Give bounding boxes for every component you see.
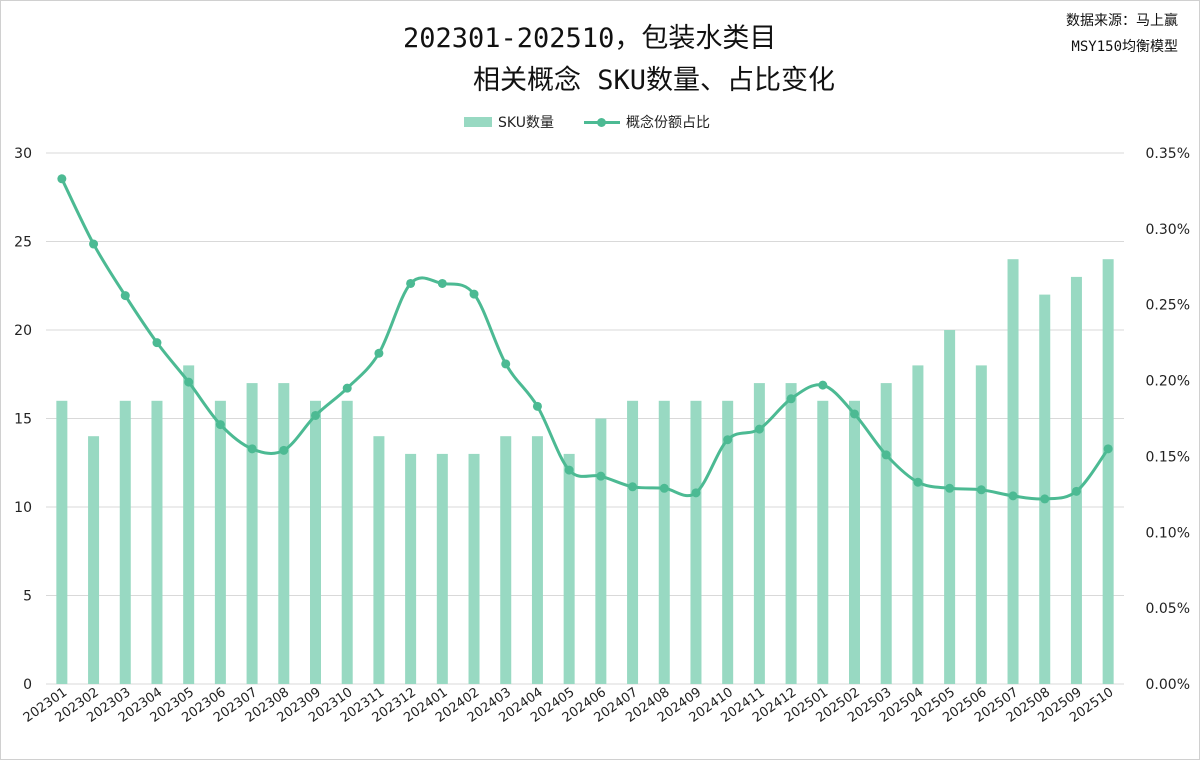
bar	[1039, 294, 1051, 684]
bar	[468, 453, 480, 684]
line-point	[628, 482, 638, 492]
line-point	[945, 483, 955, 493]
bar	[1102, 259, 1114, 684]
line-point	[89, 239, 99, 249]
line-point	[1071, 486, 1081, 496]
y-right-tick-label: 0.25%	[1146, 298, 1190, 314]
line-point	[532, 401, 542, 411]
bar	[595, 418, 607, 684]
bar	[405, 453, 417, 684]
data-source-label: 数据来源：马上赢	[1066, 13, 1178, 29]
bar	[436, 453, 448, 684]
bar	[183, 365, 195, 684]
bar	[1070, 276, 1082, 684]
bar	[849, 400, 860, 684]
y-left-tick-label: 30	[14, 146, 32, 162]
bar	[500, 436, 512, 684]
bar	[563, 453, 575, 684]
bar	[1007, 259, 1019, 684]
bar	[341, 400, 353, 684]
bar	[912, 365, 924, 684]
bar	[944, 330, 956, 684]
chart-title-line1: 202301-202510，包装水类目	[403, 23, 777, 54]
line-point	[215, 420, 225, 430]
y-right-tick-label: 0.10%	[1146, 525, 1190, 541]
line-point	[437, 278, 447, 288]
y-left-tick-label: 0	[23, 677, 32, 693]
bar	[817, 400, 829, 684]
line-point	[120, 291, 130, 301]
line-point	[881, 450, 891, 460]
bar	[785, 383, 797, 684]
line-point	[311, 410, 320, 420]
legend-bar-swatch	[464, 117, 492, 127]
bar	[246, 383, 258, 684]
line-point	[406, 278, 416, 288]
bar	[88, 436, 100, 684]
line-point	[501, 359, 511, 369]
y-right-tick-label: 0.05%	[1146, 601, 1190, 617]
line-point	[342, 383, 352, 393]
bar	[690, 400, 702, 684]
line-point	[786, 394, 796, 404]
bar	[310, 400, 321, 684]
line-point	[469, 289, 479, 299]
y-left-tick-label: 5	[23, 589, 32, 605]
line-point	[247, 444, 257, 454]
bar	[373, 436, 385, 684]
line-point	[754, 424, 764, 434]
bar	[722, 400, 734, 684]
line-point	[279, 445, 289, 455]
y-left-tick-label: 20	[14, 323, 32, 339]
line-point	[1040, 494, 1050, 504]
bar	[56, 400, 68, 684]
line-point	[659, 483, 669, 493]
legend-line-label: 概念份额占比	[625, 115, 710, 131]
line-point	[691, 488, 701, 498]
y-right-tick-label: 0.15%	[1146, 449, 1190, 465]
model-label: MSY150均衡模型	[1071, 39, 1178, 55]
bar	[119, 400, 131, 684]
line-point	[818, 380, 828, 390]
bar	[531, 436, 543, 684]
line-point	[57, 174, 67, 184]
bar	[753, 383, 765, 684]
line-point	[723, 435, 733, 445]
line-point	[152, 338, 162, 348]
bar	[975, 365, 987, 684]
y-right-tick-label: 0.20%	[1146, 374, 1190, 390]
bar	[214, 400, 226, 684]
line-point	[596, 471, 606, 481]
share-line	[60, 178, 1110, 501]
legend-bar-label: SKU数量	[498, 115, 554, 131]
y-right-tick-label: 0.35%	[1146, 146, 1190, 162]
line-point	[850, 409, 859, 419]
y-right-tick-label: 0.30%	[1146, 222, 1190, 238]
line-point	[564, 465, 574, 475]
bar	[151, 400, 163, 684]
legend-line-swatch	[583, 117, 620, 127]
line-point	[184, 377, 194, 387]
line-point	[913, 477, 923, 487]
y-left-tick-label: 10	[14, 500, 32, 516]
y-left-tick-label: 15	[14, 412, 32, 428]
line-point	[976, 485, 986, 495]
bar	[627, 400, 639, 684]
y-left-tick-label: 25	[14, 235, 32, 251]
line-point	[1008, 491, 1018, 501]
bar	[658, 400, 670, 684]
chart-title-line2: 相关概念 SKU数量、占比变化	[473, 65, 836, 96]
bar	[278, 383, 290, 684]
legend: SKU数量 概念份额占比	[464, 112, 710, 132]
line-point	[1103, 444, 1113, 454]
line-point	[374, 348, 384, 358]
y-right-tick-label: 0.00%	[1146, 677, 1190, 693]
bar	[880, 383, 892, 684]
